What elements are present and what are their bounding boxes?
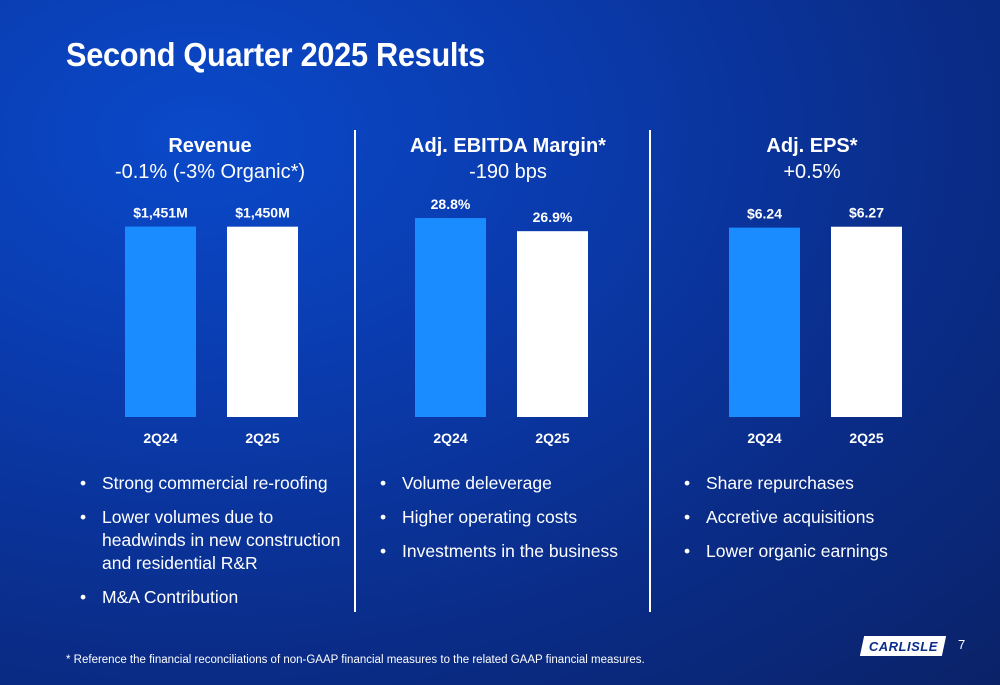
category-label: 2Q24 bbox=[433, 430, 467, 446]
bullet-item: M&A Contribution bbox=[76, 586, 356, 609]
eps-chart: $6.24 2Q24 $6.27 2Q25 bbox=[729, 205, 902, 446]
bullet-item: Strong commercial re-roofing bbox=[76, 472, 356, 495]
category-label: 2Q25 bbox=[245, 430, 279, 446]
revenue-header: Revenue -0.1% (-3% Organic*) bbox=[60, 133, 360, 185]
column-divider bbox=[649, 130, 651, 612]
bar-value-label: 26.9% bbox=[533, 209, 573, 225]
column-divider bbox=[354, 130, 356, 612]
category-label: 2Q25 bbox=[535, 430, 569, 446]
bar-2q24 bbox=[729, 227, 800, 417]
eps-heading: Adj. EPS* bbox=[766, 135, 858, 157]
bar-2q24 bbox=[415, 218, 486, 417]
revenue-chart: $1,451M 2Q24 $1,450M 2Q25 bbox=[125, 205, 298, 446]
revenue-heading: Revenue bbox=[168, 135, 252, 157]
eps-bullets: Share repurchases Accretive acquisitions… bbox=[680, 472, 940, 574]
bar-2q24 bbox=[125, 226, 196, 417]
bar-2q25 bbox=[227, 226, 298, 417]
carlisle-logo: CARLISLE bbox=[859, 636, 947, 656]
ebitda-heading: Adj. EBITDA Margin* bbox=[410, 135, 606, 157]
bar-value-label: $6.24 bbox=[747, 206, 782, 222]
bullet-item: Volume deleverage bbox=[376, 472, 636, 495]
ebitda-subheading: -190 bps bbox=[469, 161, 547, 183]
bullet-item: Share repurchases bbox=[680, 472, 940, 495]
eps-header: Adj. EPS* +0.5% bbox=[662, 133, 962, 185]
bullet-item: Higher operating costs bbox=[376, 506, 636, 529]
bullet-item: Lower organic earnings bbox=[680, 540, 940, 563]
category-label: 2Q25 bbox=[849, 430, 883, 446]
bar-2q25 bbox=[831, 226, 902, 417]
revenue-bullets: Strong commercial re-roofing Lower volum… bbox=[76, 472, 356, 620]
bar-value-label: $1,450M bbox=[235, 205, 289, 221]
page-number: 7 bbox=[958, 637, 966, 652]
ebitda-margin-chart: 28.8% 2Q24 26.9% 2Q25 bbox=[415, 196, 588, 446]
slide-title: Second Quarter 2025 Results bbox=[66, 36, 485, 73]
bullet-item: Investments in the business bbox=[376, 540, 636, 563]
footnote: * Reference the financial reconciliation… bbox=[66, 654, 645, 666]
category-label: 2Q24 bbox=[747, 430, 781, 446]
bar-2q25 bbox=[517, 231, 588, 417]
bullet-item: Accretive acquisitions bbox=[680, 506, 940, 529]
eps-subheading: +0.5% bbox=[783, 161, 841, 183]
ebitda-header: Adj. EBITDA Margin* -190 bps bbox=[358, 133, 658, 185]
bar-value-label: $6.27 bbox=[849, 205, 884, 221]
logo-text: CARLISLE bbox=[868, 638, 938, 654]
bullet-item: Lower volumes due to headwinds in new co… bbox=[76, 506, 356, 575]
bar-value-label: 28.8% bbox=[431, 196, 471, 212]
bar-value-label: $1,451M bbox=[133, 205, 187, 221]
revenue-subheading: -0.1% (-3% Organic*) bbox=[114, 161, 306, 183]
ebitda-bullets: Volume deleverage Higher operating costs… bbox=[376, 472, 636, 574]
category-label: 2Q24 bbox=[143, 430, 177, 446]
